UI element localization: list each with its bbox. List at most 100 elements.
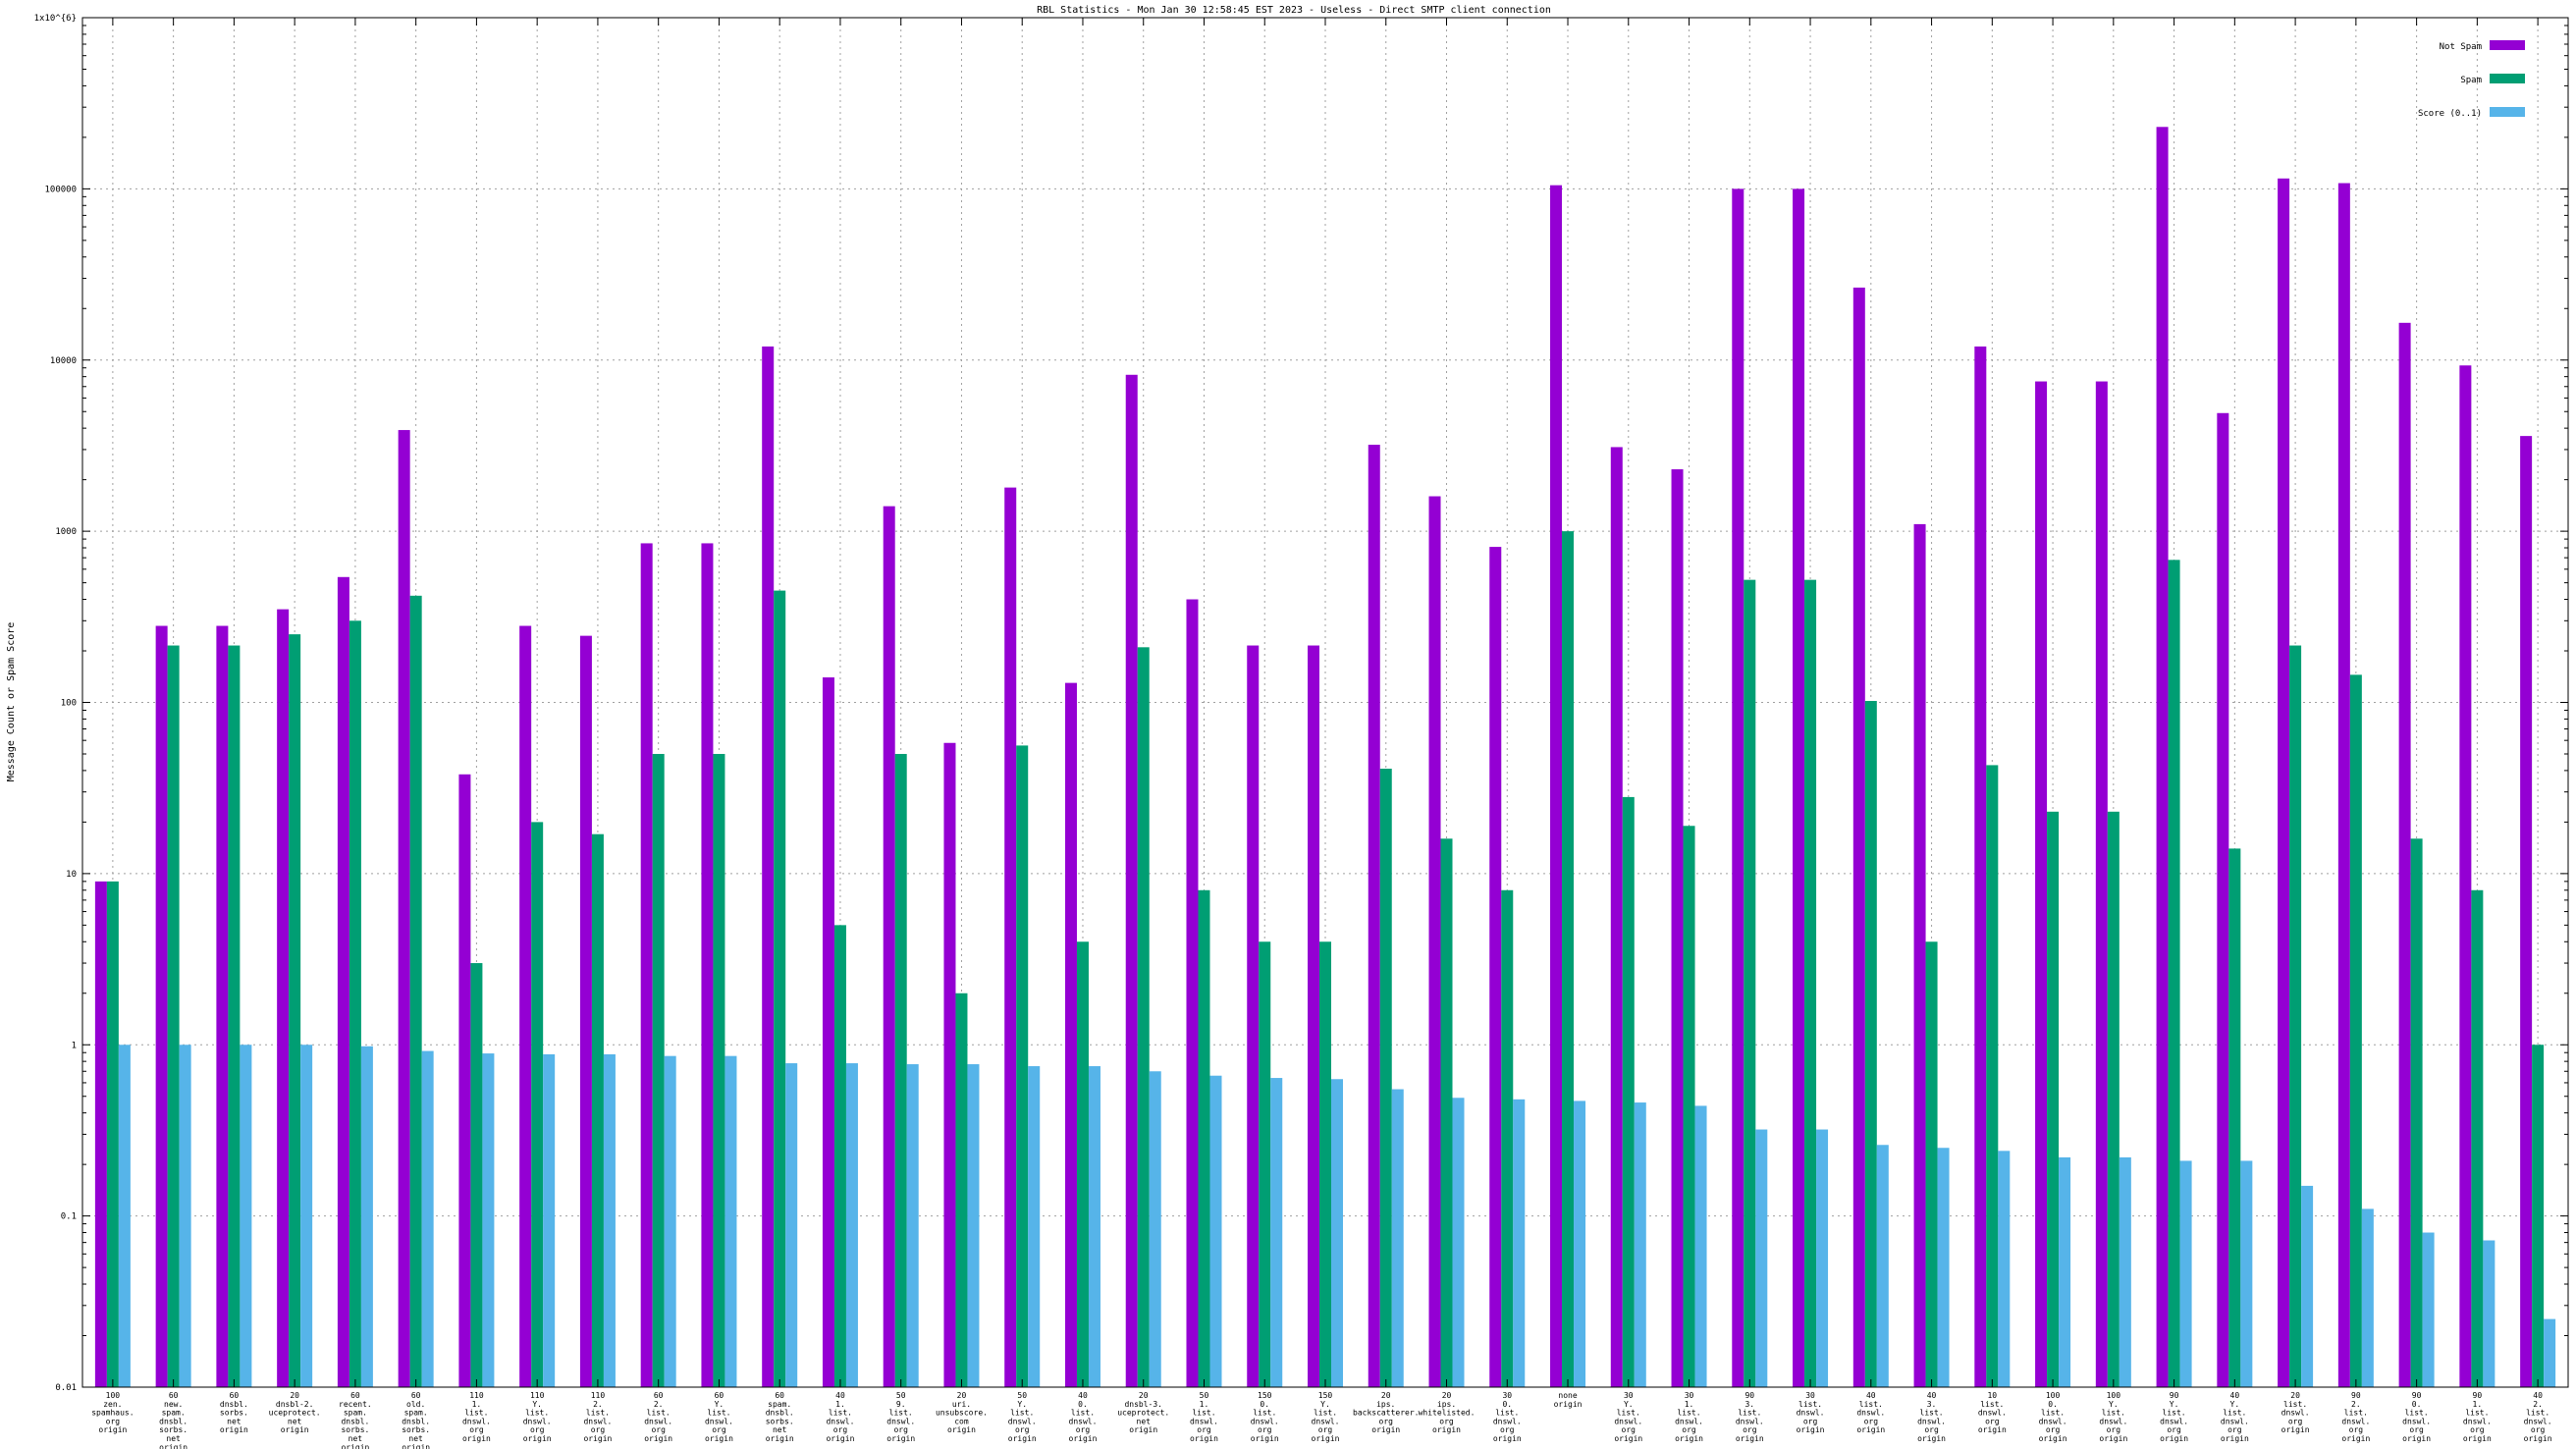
- bar-not-spam: [2398, 322, 2411, 1388]
- x-tick-label-line: net: [166, 1434, 181, 1443]
- bar-score: [1816, 1129, 1829, 1387]
- x-tick-label-line: 40: [2230, 1391, 2240, 1400]
- x-tick-label-line: list.: [889, 1409, 913, 1418]
- bar-spam: [1622, 796, 1635, 1387]
- x-tick-label-line: org: [469, 1425, 484, 1434]
- bar-score: [1331, 1079, 1343, 1387]
- x-tick-label: 40 0. list. dnswl. org origin: [1069, 1391, 1098, 1443]
- x-tick-label: 40 Y. list. dnswl. org origin: [2221, 1391, 2249, 1443]
- x-tick-label-line: origin: [2524, 1434, 2552, 1443]
- x-tick-label-line: 40: [1078, 1391, 1088, 1400]
- bar-score: [906, 1064, 919, 1387]
- x-tick-label-line: origin: [1129, 1425, 1157, 1434]
- x-tick-label-line: origin: [1797, 1425, 1825, 1434]
- x-tick-label-line: list.: [829, 1409, 852, 1418]
- bar-not-spam: [701, 543, 714, 1387]
- bar-not-spam: [94, 881, 107, 1387]
- x-tick-label-line: list.: [525, 1409, 549, 1418]
- x-tick-label: 50 1. list. dnswl. org origin: [1190, 1391, 1218, 1443]
- x-tick-label-line: org: [1985, 1417, 2000, 1425]
- x-tick-label-line: org: [1076, 1425, 1091, 1434]
- bar-spam: [1683, 826, 1695, 1387]
- bar-score: [2119, 1156, 2131, 1387]
- x-tick-label-line: list.: [1677, 1409, 1700, 1418]
- bar-score: [360, 1046, 373, 1387]
- x-tick-label-line: org: [1803, 1417, 1818, 1425]
- x-tick-label-line: org: [712, 1425, 726, 1434]
- x-tick-label-line: 40: [835, 1391, 845, 1400]
- bar-not-spam: [943, 742, 956, 1387]
- x-tick-label-line: origin: [947, 1425, 976, 1434]
- x-tick-label-line: Y.: [2230, 1400, 2240, 1409]
- x-tick-label-line: list.: [707, 1409, 730, 1418]
- x-tick-label-line: origin: [1251, 1434, 1279, 1443]
- x-tick-label-line: dnswl.: [462, 1417, 491, 1425]
- bar-spam: [1440, 838, 1453, 1387]
- bar-not-spam: [2035, 381, 2048, 1388]
- x-tick-label-line: dnsbl.: [402, 1417, 430, 1425]
- x-tick-label-line: dnswl.: [2341, 1417, 2370, 1425]
- x-tick-label-line: org: [1318, 1425, 1333, 1434]
- y-tick-label: 1000: [55, 527, 77, 537]
- x-tick-label-line: dnswl.: [1675, 1417, 1703, 1425]
- bar-not-spam: [277, 609, 290, 1387]
- x-tick-label-line: origin: [2221, 1434, 2249, 1443]
- bar-not-spam: [883, 506, 895, 1387]
- x-tick-label: 100 zen. spamhaus. org origin: [91, 1391, 134, 1434]
- bar-spam: [2107, 811, 2120, 1387]
- bar-spam: [1804, 579, 1817, 1387]
- bar-not-spam: [1368, 445, 1380, 1388]
- bar-not-spam: [1004, 487, 1017, 1388]
- x-tick-label-line: 0.: [1502, 1400, 1512, 1409]
- bar-spam: [289, 634, 301, 1387]
- x-tick-label-line: 1.: [2473, 1400, 2483, 1409]
- bar-not-spam: [2337, 183, 2350, 1387]
- x-tick-label-line: origin: [2160, 1434, 2188, 1443]
- x-tick-label: 90 3. list. dnswl. org origin: [1736, 1391, 1764, 1443]
- x-tick-label-line: dnswl.: [2099, 1417, 2127, 1425]
- x-tick-label: 150 0. list. dnswl. org origin: [1251, 1391, 1279, 1443]
- x-tick-label: 30 Y. list. dnswl. org origin: [1614, 1391, 1642, 1443]
- x-tick-label-line: 60: [654, 1391, 664, 1400]
- bar-score: [785, 1063, 798, 1387]
- bar-spam: [228, 645, 241, 1387]
- x-tick-label: 30 0. list. dnswl. org origin: [1493, 1391, 1522, 1443]
- x-tick-label: 30 list. dnswl. org origin: [1797, 1391, 1825, 1434]
- bar-not-spam: [2520, 436, 2533, 1387]
- x-tick-label: 90 Y. list. dnswl. org origin: [2160, 1391, 2188, 1443]
- x-tick-label: 40 2. list. dnswl. org origin: [2524, 1391, 2552, 1443]
- x-tick-label-line: origin: [523, 1434, 552, 1443]
- x-tick-label-line: dnswl.: [1736, 1417, 1764, 1425]
- x-tick-label-line: org: [1924, 1425, 1939, 1434]
- bar-not-spam: [1247, 645, 1260, 1387]
- x-tick-label: 90 1. list. dnswl. org origin: [2463, 1391, 2492, 1443]
- x-tick-label-line: origin: [2099, 1434, 2127, 1443]
- x-tick-label-line: dnswl.: [2281, 1409, 2310, 1418]
- x-tick-label-line: origin: [159, 1443, 188, 1449]
- x-tick-label: 110 2. list. dnswl. org origin: [583, 1391, 612, 1443]
- x-tick-label-line: dnsbl.: [159, 1417, 188, 1425]
- x-tick-label-line: list.: [1495, 1409, 1519, 1418]
- x-tick-label-line: dnsbl-3.: [1124, 1400, 1162, 1409]
- x-tick-label-line: org: [2470, 1425, 2485, 1434]
- x-tick-label: 40 3. list. dnswl. org origin: [1917, 1391, 1946, 1443]
- x-tick-label-line: org: [1682, 1425, 1696, 1434]
- bar-spam: [470, 963, 483, 1387]
- x-tick-label-line: org: [1500, 1425, 1515, 1434]
- y-tick-label: 100: [61, 699, 77, 709]
- x-tick-label-line: list.: [1798, 1400, 1822, 1409]
- x-tick-label-line: dnswl.: [2402, 1417, 2431, 1425]
- x-tick-label-line: list.: [1010, 1409, 1034, 1418]
- bar-score: [300, 1045, 313, 1387]
- bar-spam: [713, 753, 725, 1387]
- x-tick-label-line: 1.: [835, 1400, 845, 1409]
- x-tick-label-line: list.: [2102, 1409, 2125, 1418]
- x-tick-label: 110 Y. list. dnswl. org origin: [523, 1391, 552, 1443]
- bar-spam: [106, 881, 119, 1387]
- x-tick-label-line: ips.: [1437, 1400, 1456, 1409]
- bar-not-spam: [1125, 374, 1138, 1388]
- x-tick-label-line: unsubscore.: [936, 1409, 988, 1418]
- bar-score: [967, 1064, 980, 1387]
- bar-spam: [955, 993, 968, 1387]
- x-tick-label: 100 Y. list. dnswl. org origin: [2099, 1391, 2127, 1443]
